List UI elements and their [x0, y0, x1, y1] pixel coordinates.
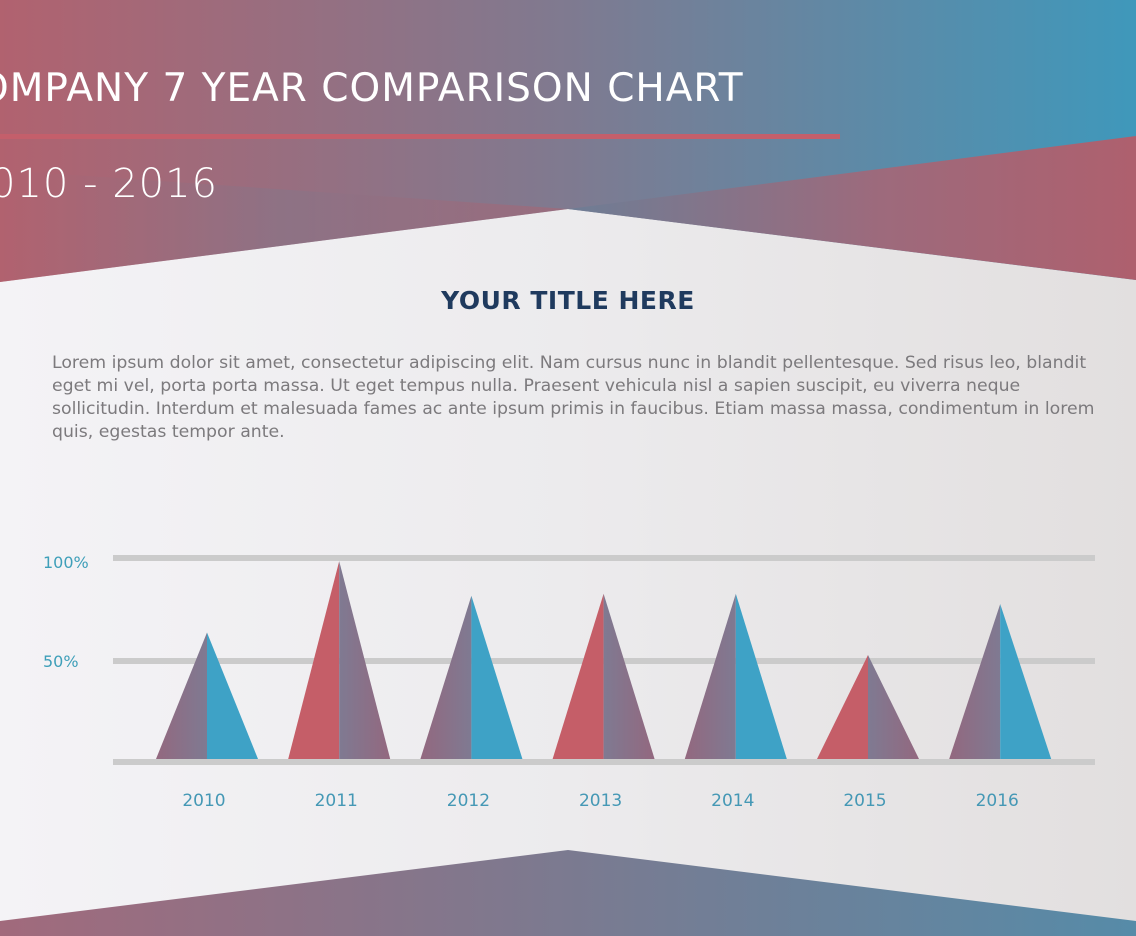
x-label-2011: 2011 [315, 791, 358, 811]
x-label-2016: 2016 [976, 791, 1019, 811]
section-title: YOUR TITLE HERE [441, 286, 695, 315]
gridline-100 [113, 555, 1095, 561]
triangle-right-half [471, 595, 523, 759]
triangle-left-half [420, 595, 472, 759]
x-label-2013: 2013 [579, 791, 622, 811]
header-accent-wedge [568, 136, 1136, 280]
triangle-bar-2016 [949, 603, 1052, 759]
triangle-bar-2011 [288, 561, 391, 759]
triangle-right-half [1000, 603, 1052, 759]
triangle-left-half [949, 603, 1001, 759]
triangle-left-half [817, 654, 868, 759]
title-underline [0, 134, 840, 139]
triangle-left-half [684, 593, 736, 759]
triangle-left-half [288, 561, 340, 759]
section-body: Lorem ipsum dolor sit amet, consectetur … [52, 353, 1095, 442]
x-label-2012: 2012 [447, 791, 490, 811]
footer-band [0, 850, 1136, 936]
triangle-bar-2010 [156, 632, 258, 759]
page-title: OMPANY 7 YEAR COMPARISON CHART [0, 66, 744, 111]
triangle-bar-2012 [420, 595, 523, 759]
triangle-right-half [207, 632, 258, 759]
triangle-left-half [552, 593, 604, 759]
x-axis-labels: 2010 2011 2012 2013 2014 2015 2016 [182, 791, 1018, 811]
triangle-left-half [156, 632, 207, 759]
triangle-right-half [339, 561, 391, 759]
y-tick-50: 50% [43, 652, 79, 671]
triangle-bar-2015 [817, 654, 919, 759]
date-range: 010 - 2016 [0, 161, 219, 207]
triangle-bars [156, 561, 1052, 759]
triangle-right-half [868, 654, 919, 759]
header-left-band [0, 170, 568, 282]
x-label-2014: 2014 [711, 791, 754, 811]
triangle-right-half [603, 593, 655, 759]
x-label-2010: 2010 [182, 791, 225, 811]
x-label-2015: 2015 [843, 791, 886, 811]
y-tick-100: 100% [43, 553, 89, 572]
y-axis-labels: 100% 50% [43, 553, 89, 671]
baseline [113, 759, 1095, 765]
triangle-right-half [735, 593, 787, 759]
triangle-bar-2013 [552, 593, 655, 759]
triangle-bar-2014 [684, 593, 787, 759]
